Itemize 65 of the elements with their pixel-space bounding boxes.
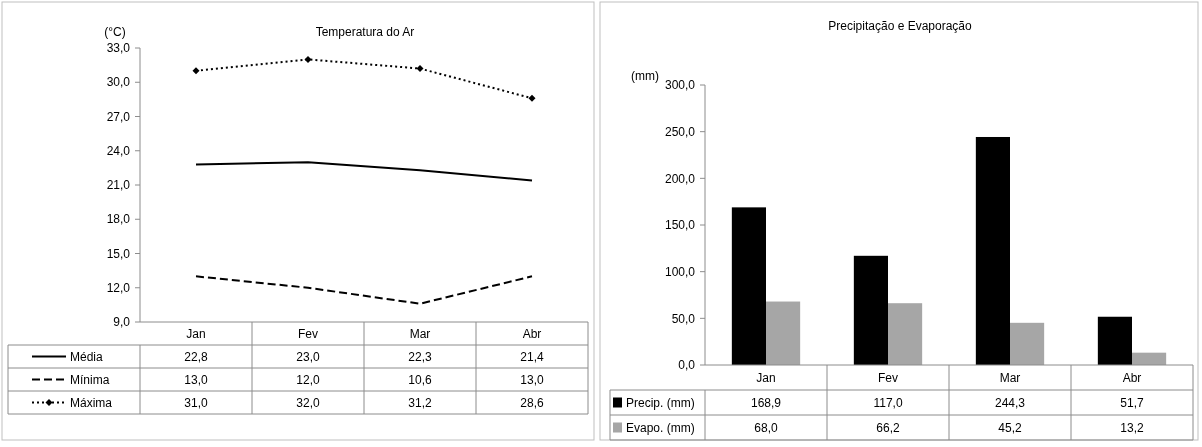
chart-title: Temperatura do Ar (315, 25, 415, 39)
data-label: 10,6 (408, 372, 432, 387)
y-axis-title: (mm) (631, 69, 659, 83)
data-label: 13,0 (184, 372, 208, 387)
y-tick-label: 21,0 (106, 178, 131, 193)
y-tick-label: 30,0 (106, 75, 131, 90)
data-label: 22,3 (408, 349, 432, 364)
point (528, 94, 536, 102)
bar (975, 136, 1010, 365)
bar (888, 303, 923, 365)
bar (1097, 316, 1132, 365)
y-tick-label: 200,0 (664, 171, 696, 186)
data-label: 66,2 (876, 420, 900, 435)
data-label: 13,2 (1120, 420, 1144, 435)
bar (853, 255, 888, 365)
point (304, 55, 312, 63)
data-label: 31,0 (184, 395, 208, 410)
y-tick-label: 27,0 (106, 109, 131, 124)
data-label: 21,4 (520, 349, 544, 364)
data-label: 117,0 (873, 395, 903, 410)
data-label: 28,6 (520, 395, 544, 410)
y-axis-title: (°C) (104, 25, 126, 39)
y-tick-label: 9,0 (113, 315, 131, 330)
point (192, 67, 200, 75)
data-label: 68,0 (754, 420, 778, 435)
y-tick-label: 15,0 (106, 246, 131, 261)
bar (1010, 322, 1045, 365)
data-label: 244,3 (994, 395, 1026, 410)
y-tick-label: 300,0 (664, 78, 696, 93)
y-tick-label: 150,0 (664, 218, 696, 233)
data-label: 45,2 (998, 420, 1022, 435)
y-tick-label: 12,0 (106, 280, 131, 295)
legend-label: Média (70, 349, 104, 364)
x-tick-label: Mar (409, 326, 431, 341)
x-tick-label: Jan (186, 326, 206, 341)
x-tick-label: Jan (756, 370, 776, 385)
legend-label: Precip. (mm) (626, 395, 695, 410)
bar (766, 301, 801, 365)
y-tick-label: 50,0 (671, 311, 696, 326)
y-tick-label: 33,0 (106, 41, 131, 56)
y-tick-label: 18,0 (106, 212, 131, 227)
y-tick-label: 100,0 (664, 264, 696, 279)
chart-title: Precipitação e Evaporação (828, 19, 973, 33)
legend-label: Evapo. (mm) (626, 420, 695, 435)
x-tick-label: Abr (522, 326, 542, 341)
data-label: 51,7 (1120, 395, 1144, 410)
point (416, 65, 424, 73)
x-tick-label: Abr (1122, 370, 1142, 385)
y-tick-label: 250,0 (664, 124, 696, 139)
x-tick-label: Mar (999, 370, 1021, 385)
data-label: 23,0 (296, 349, 320, 364)
data-label: 12,0 (296, 372, 320, 387)
data-label: 22,8 (184, 349, 208, 364)
legend-label: Máxima (70, 395, 113, 410)
x-tick-label: Fev (877, 370, 899, 385)
legend-label: Mínima (70, 372, 110, 387)
data-label: 32,0 (296, 395, 320, 410)
data-label: 168,9 (750, 395, 782, 410)
bar (731, 207, 766, 365)
y-tick-label: 0,0 (678, 358, 696, 373)
x-tick-label: Fev (297, 326, 319, 341)
data-label: 13,0 (520, 372, 544, 387)
data-label: 31,2 (408, 395, 432, 410)
line-series (195, 161, 533, 182)
y-tick-label: 24,0 (106, 143, 131, 158)
